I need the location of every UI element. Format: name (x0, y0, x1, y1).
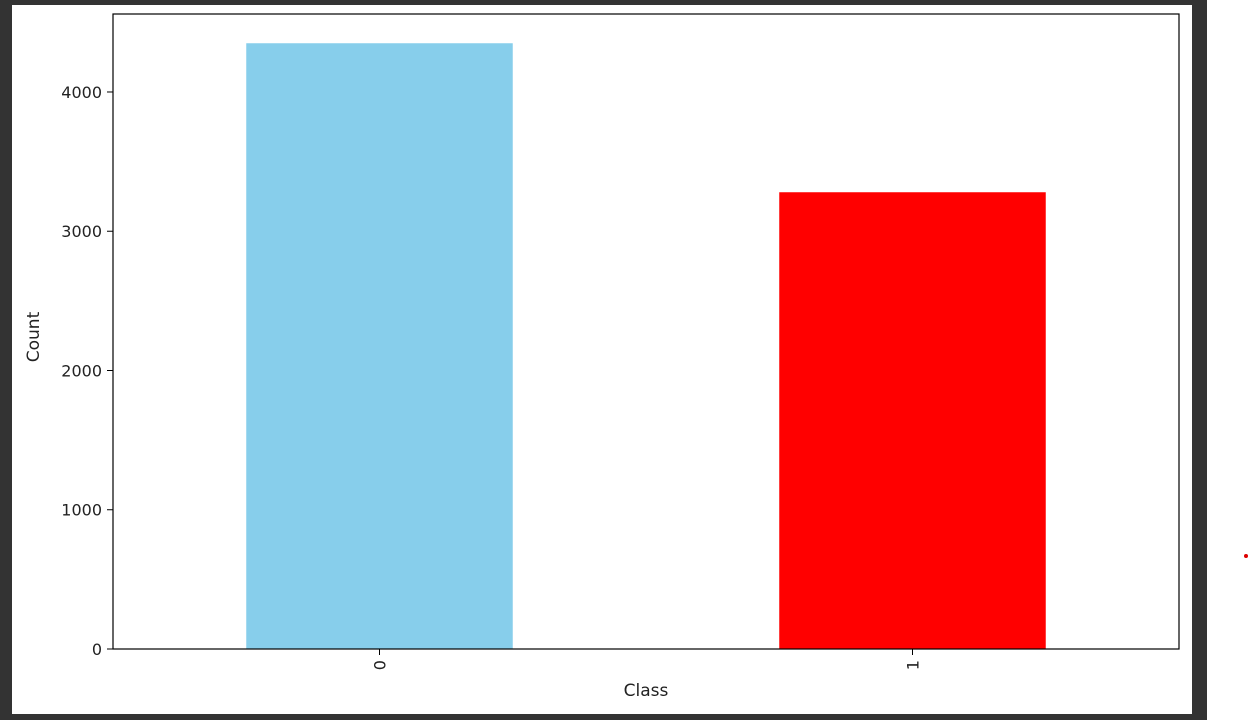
y-axis-ticks: 0 1000 2000 3000 4000 (61, 83, 113, 659)
bars-layer (246, 43, 1046, 650)
window-frame-top (0, 0, 1207, 5)
y-tick-label: 4000 (61, 83, 102, 102)
cursor-dot (1244, 554, 1248, 558)
bar-class-1 (779, 192, 1046, 650)
y-axis-label: Count (24, 311, 44, 362)
y-tick-label: 3000 (61, 222, 102, 241)
bar-class-0 (246, 43, 513, 650)
plot-area-frame (112, 13, 1180, 650)
x-tick-label: 1 (904, 660, 923, 670)
x-tick-label: 0 (371, 660, 390, 670)
window-frame-left (0, 0, 12, 720)
y-tick-label: 2000 (61, 361, 102, 380)
window-frame-bottom (0, 714, 1207, 720)
x-axis-label: Class (624, 681, 669, 701)
y-tick-label: 0 (92, 640, 102, 659)
window-frame-right (1192, 0, 1207, 720)
y-tick-label: 1000 (61, 501, 102, 520)
